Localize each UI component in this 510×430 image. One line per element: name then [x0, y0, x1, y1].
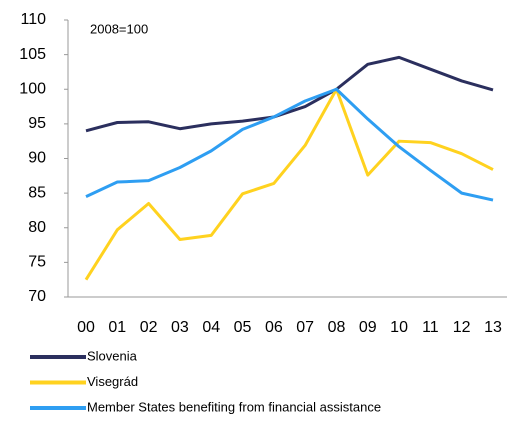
- x-tick-label: 08: [328, 319, 346, 336]
- series-line: [85, 87, 494, 202]
- y-tick-label: 110: [20, 11, 46, 28]
- x-tick-label: 06: [265, 319, 283, 336]
- x-tick-label: 11: [422, 319, 439, 336]
- y-tick-label: 95: [28, 115, 46, 132]
- x-tick-label: 12: [453, 319, 471, 336]
- x-tick-label: 05: [234, 319, 252, 336]
- x-tick-label: 00: [77, 319, 95, 336]
- x-tick-label: 09: [359, 319, 377, 336]
- x-tick-label: 01: [108, 319, 126, 336]
- x-tick-label: 02: [140, 319, 158, 336]
- y-tick-label: 85: [28, 184, 46, 201]
- series-line: [85, 55, 494, 133]
- x-tick-label: 13: [484, 319, 502, 336]
- x-tick-label: 04: [202, 319, 220, 336]
- legend-label: Member States benefiting from financial …: [87, 399, 381, 414]
- legend-label: Slovenia: [87, 348, 138, 363]
- x-tick-label: 07: [296, 319, 314, 336]
- y-tick-label: 70: [28, 288, 46, 305]
- legend-label: Visegrád: [87, 374, 138, 389]
- annotation: 2008=100: [90, 21, 148, 36]
- y-tick-label: 80: [28, 219, 46, 236]
- x-tick-label: 03: [171, 319, 189, 336]
- x-tick-label: 10: [390, 319, 408, 336]
- y-tick-label: 90: [28, 150, 46, 167]
- y-tick-label: 105: [19, 46, 46, 63]
- series-line: [84, 87, 494, 281]
- y-tick-label: 100: [19, 80, 46, 97]
- y-tick-label: 75: [28, 254, 46, 271]
